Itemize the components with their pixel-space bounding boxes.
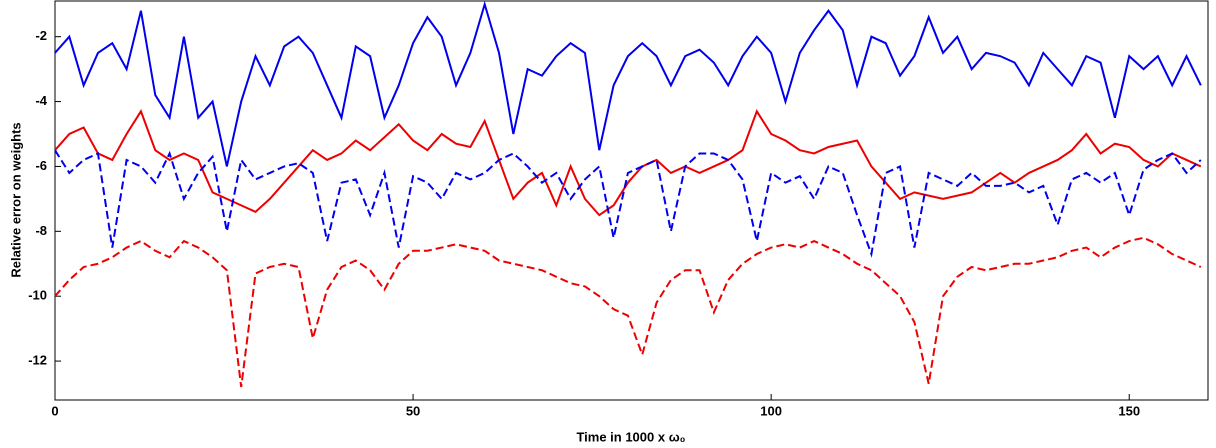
series-line	[54, 236, 1202, 388]
y-tick-label: -12	[28, 353, 47, 368]
x-tick-label: 0	[51, 403, 58, 418]
y-tick-label: -8	[35, 223, 47, 238]
y-tick-label: -4	[35, 93, 47, 108]
series-line	[54, 0, 1202, 167]
x-tick-label: 50	[406, 403, 420, 418]
x-tick-label: 100	[760, 403, 782, 418]
x-tick-label: 150	[1118, 403, 1140, 418]
y-tick-label: -6	[35, 158, 47, 173]
series-line	[54, 109, 1202, 217]
y-axis-label: Relative error on weights	[8, 122, 23, 277]
y-tick-label: -2	[35, 28, 47, 43]
plot-frame	[54, 0, 1209, 401]
x-axis-label: Time in 1000 x ω₀	[576, 429, 685, 444]
series-line	[54, 149, 1202, 258]
y-tick-label: -10	[28, 288, 47, 303]
